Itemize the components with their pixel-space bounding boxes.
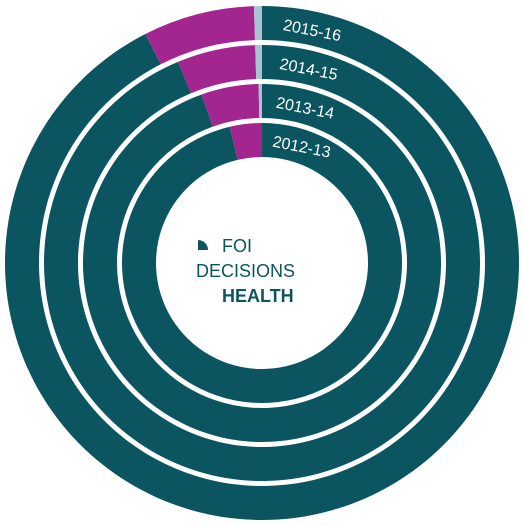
ring-segment [177,45,257,94]
ring-segment [229,123,262,160]
center-title: FOI [222,236,252,256]
icon [198,240,208,250]
center-title: DECISIONS [196,261,295,281]
ring-segment [145,6,255,65]
ring-segment [255,45,262,80]
ring-segment [201,84,260,127]
ring-segment [253,6,262,41]
center-title: HEALTH [222,286,294,306]
ring-segment [258,84,262,119]
